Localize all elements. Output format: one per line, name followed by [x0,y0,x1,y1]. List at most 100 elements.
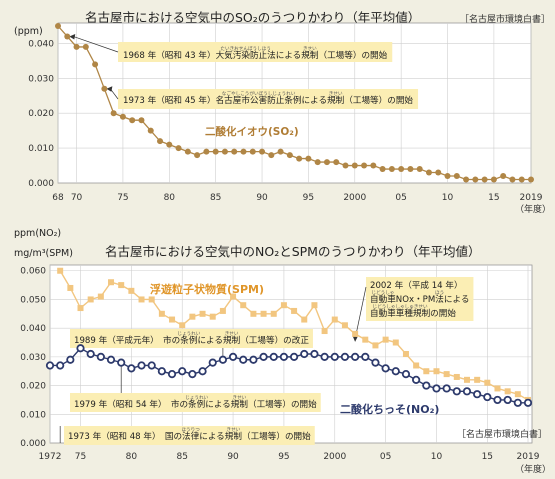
so2-data-point [472,176,479,183]
so2-chart: 名古屋市における空気中のSO₂のうつりかわり（年平均値） ［名古屋市環境白書］ … [14,10,551,215]
spm-data-point [433,368,440,375]
spm-data-point [260,310,267,317]
so2-data-point [249,148,256,155]
spm-data-point [87,296,94,303]
so2-y-tick-label: 0.040 [28,39,54,49]
so2-data-point [194,152,201,159]
no2-data-point [188,369,197,379]
no2-spm-x-tick-label: 2019 [517,452,540,462]
no2-data-point [320,352,329,361]
spm-data-point [230,293,237,300]
so2-y-axis-unit: (ppm) [14,26,43,37]
no2-data-point [239,355,248,364]
no2-spm-y-tick-label: 0.040 [20,324,46,334]
no2-data-point [198,367,207,376]
no2-series-label: 二酸化ちっそ(NO₂) [340,402,439,416]
no2-data-point [56,361,65,370]
no2-spm-chart-source: ［名古屋市環境白書］ [457,428,547,440]
so2-data-point [435,169,442,176]
no2-data-point [432,384,441,393]
spm-data-point [179,322,186,329]
no2-data-point [157,367,166,376]
no2-spm-annotation-text-line-2: 自動車NOx・PM法による [370,293,469,305]
no2-data-point [483,392,492,402]
no2-spm-x-tick-label: 2000 [323,452,346,462]
so2-data-point [286,152,293,159]
no2-data-point [361,352,370,361]
no2-spm-y-tick-label: 0.030 [20,353,46,363]
so2-data-point [55,23,61,29]
so2-annotation-text-part-2: による [276,50,302,61]
so2-y-tick-label: 0.020 [28,109,54,119]
no2-data-point [493,395,502,405]
no2-data-point [167,369,177,379]
so2-data-point [528,176,534,183]
so2-series-label: 二酸化イオウ(SO₂) [205,125,299,138]
spm-data-point [474,376,481,383]
no2-data-point [279,352,289,361]
no2-data-point [127,364,136,373]
no2-spm-annotation-text-line-2-part-3: による [444,294,470,305]
so2-annotation-arrowhead [106,86,113,92]
no2-spm-annotation-3-text-ruby-1: じょうれい [185,395,208,401]
spm-data-point [199,310,206,317]
no2-data-point [86,349,95,359]
so2-data-point [110,110,117,117]
so2-series-line [57,25,531,181]
so2-data-point [73,43,80,50]
so2-series-marks [55,23,534,183]
no2-spm-y-tick-labels: 0.000 0.010 0.020 0.030 0.040 0.050 0.060 [20,267,46,449]
so2-data-point [361,162,368,169]
so2-data-point [119,113,126,120]
no2-spm-annotation-4-text-part-4: （工場等）の開始 [242,430,311,442]
spm-data-point [158,310,165,317]
so2-annotation-text-part-0: 1973 年（昭和 45 年） [123,94,216,106]
so2-annotation-text-part-1: 大気汚染防止法 [216,49,277,61]
no2-data-point [452,387,461,396]
so2-annotation-box [118,42,393,62]
so2-annotation-text-ruby-3: きせい [303,45,317,52]
spm-data-point [494,385,501,392]
spm-data-point [423,368,430,375]
so2-data-point [212,148,219,155]
spm-data-point [280,302,287,309]
no2-y-axis-unit: ppm(NO₂) [14,228,61,239]
so2-data-point [277,148,284,155]
so2-data-point [231,148,238,155]
no2-data-point [523,398,533,407]
no2-spm-chart: ppm(NO₂) mg/m³(SPM) 名古屋市における空気中のNO₂とSPMの… [14,228,551,475]
no2-data-point [96,352,105,361]
spm-data-point [514,391,521,398]
no2-spm-x-tick-label: 80 [126,452,138,462]
no2-spm-annotation-3-text-part-1: 条例 [188,398,205,410]
so2-annotation-text: 1973 年（昭和 45 年）名古屋市公害防止条例による規制（工場等）の開始 [123,94,413,106]
no2-data-point [106,355,116,364]
no2-spm-x-tick-labels: 1972 75 80 85 90 95 2000 05 10 15 2019 [39,452,540,462]
no2-spm-annotation-text-line-2-ruby-0: じどうしゃ [371,289,394,296]
so2-y-tick-label: 0.000 [28,179,54,189]
so2-data-point [370,162,377,169]
so2-annotations: 1968 年（昭和 43 年）大気汚染防止法による規制（工場等）の開始たいきおせ… [69,33,419,109]
spm-series-label: 浮遊粒子状物質(SPM) [150,282,264,296]
so2-chart-source: ［名古屋市環境白書］ [460,13,550,25]
spm-data-point [57,267,64,274]
no2-spm-annotation-4-text-ruby-3: きせい [226,426,240,433]
no2-data-point [208,358,217,367]
no2-data-point [228,352,238,361]
spm-data-point [453,373,460,380]
no2-data-point [422,381,431,390]
so2-data-point [221,148,228,155]
spm-data-point [443,371,450,378]
so2-y-tick-label: 0.030 [28,74,54,84]
so2-data-point [425,169,432,176]
so2-data-point [184,148,191,155]
spm-data-point [382,336,389,343]
spm-data-point [484,379,491,386]
so2-data-point [351,162,358,169]
spm-data-point [270,310,277,317]
no2-data-point [76,344,85,353]
no2-spm-annotation-text-line-3-ruby-0: じどうしゃしゃしゅきせい [373,303,429,310]
spm-data-point [240,302,247,309]
